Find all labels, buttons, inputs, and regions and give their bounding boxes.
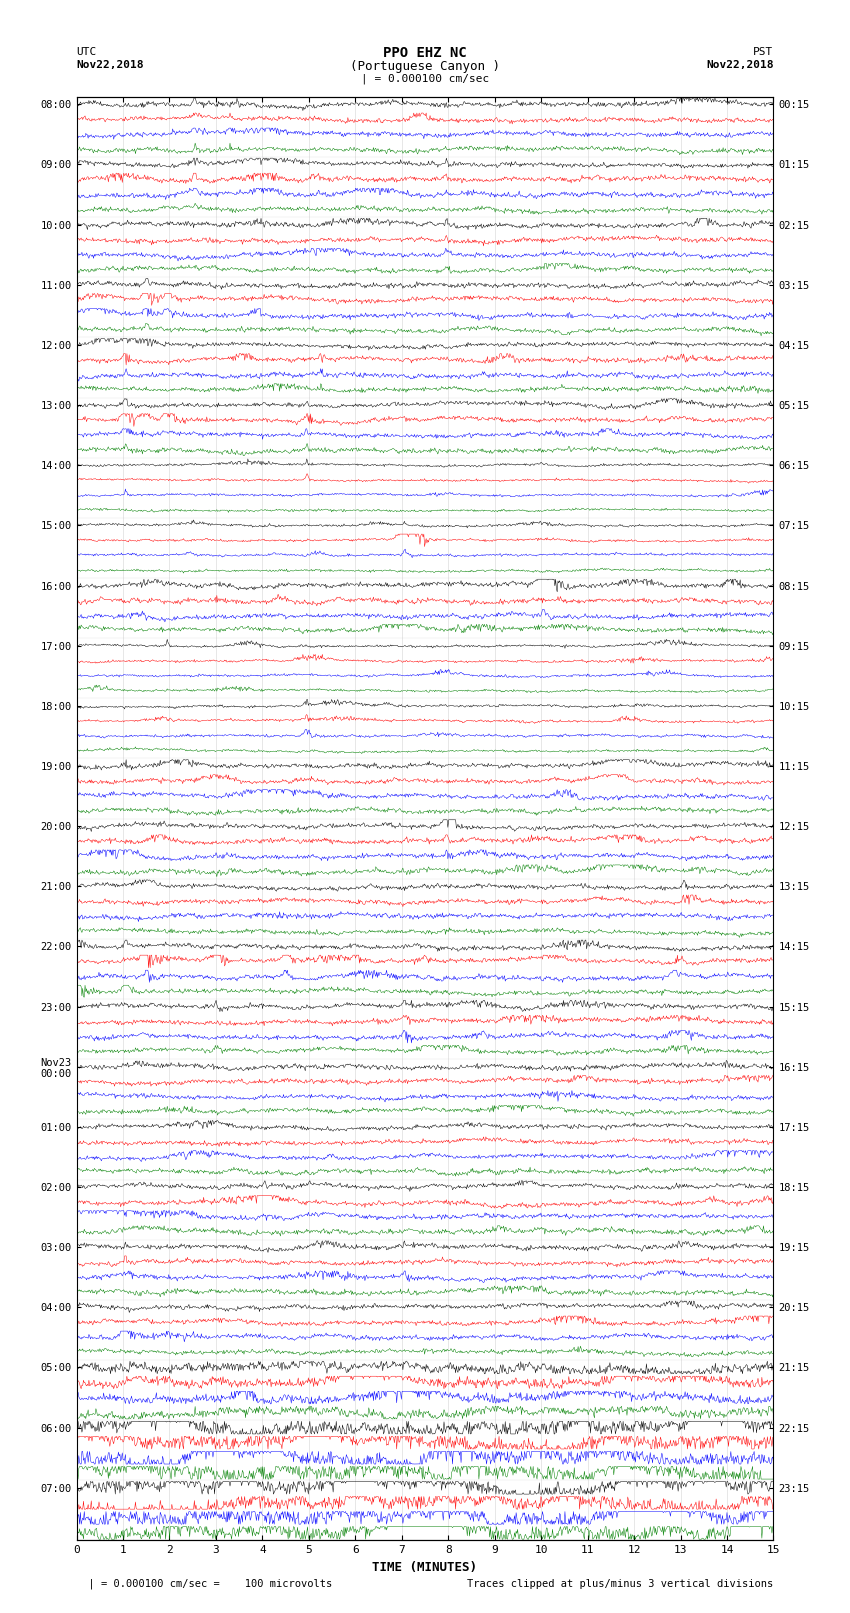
Text: Traces clipped at plus/minus 3 vertical divisions: Traces clipped at plus/minus 3 vertical …: [468, 1579, 774, 1589]
Text: | = 0.000100 cm/sec =    100 microvolts: | = 0.000100 cm/sec = 100 microvolts: [76, 1579, 332, 1589]
Text: Nov22,2018: Nov22,2018: [706, 60, 774, 69]
Text: (Portuguese Canyon ): (Portuguese Canyon ): [350, 60, 500, 73]
Text: UTC: UTC: [76, 47, 97, 56]
X-axis label: TIME (MINUTES): TIME (MINUTES): [372, 1561, 478, 1574]
Text: PST: PST: [753, 47, 774, 56]
Text: Nov22,2018: Nov22,2018: [76, 60, 144, 69]
Text: PPO EHZ NC: PPO EHZ NC: [383, 47, 467, 60]
Text: | = 0.000100 cm/sec: | = 0.000100 cm/sec: [361, 74, 489, 84]
